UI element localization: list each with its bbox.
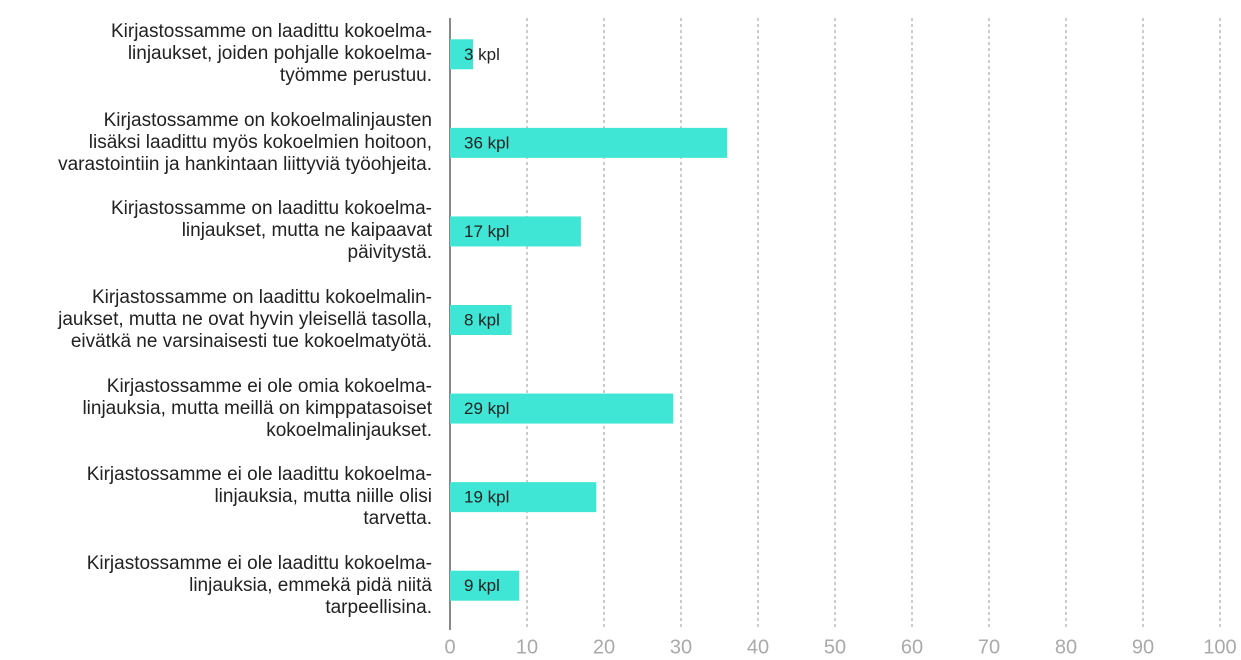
- category-label: Kirjastossamme on laadittu kokoelma- lin…: [110, 198, 432, 264]
- x-tick-label: 0: [444, 636, 455, 658]
- bar: [450, 39, 474, 70]
- x-tick-label: 90: [1132, 636, 1154, 658]
- category-label: Kirjastossamme ei ole laadittu kokoelma-…: [86, 464, 432, 530]
- x-tick-label: 10: [516, 636, 538, 658]
- bar: [450, 127, 728, 158]
- category-label: Kirjastossamme on kokoelmalinjausten lis…: [58, 109, 432, 175]
- value-label: 36 kpl: [464, 133, 509, 152]
- bar: [450, 570, 520, 601]
- value-label: 29 kpl: [464, 399, 509, 418]
- x-tick-label: 30: [670, 636, 692, 658]
- x-tick-label: 40: [747, 636, 769, 658]
- value-label: 8 kpl: [464, 310, 500, 329]
- x-tick-label: 70: [978, 636, 1000, 658]
- category-label: Kirjastossamme on laadittu kokoelmalin- …: [58, 287, 432, 352]
- x-tick-label: 100: [1203, 636, 1236, 658]
- value-label: 19 kpl: [464, 488, 509, 507]
- value-label: 3 kpl: [464, 45, 500, 64]
- x-tick-label: 80: [1055, 636, 1077, 658]
- x-tick-label: 20: [593, 636, 615, 658]
- bar: [450, 482, 597, 513]
- category-label: Kirjastossamme ei ole omia kokoelma- lin…: [82, 375, 432, 441]
- x-tick-label: 50: [824, 636, 846, 658]
- bar: [450, 216, 581, 247]
- x-tick-label: 60: [901, 636, 923, 658]
- category-label: Kirjastossamme ei ole laadittu kokoelma-…: [86, 552, 432, 618]
- category-label: Kirjastossamme on laadittu kokoelma- lin…: [110, 21, 432, 87]
- bar: [450, 305, 512, 335]
- value-label: 9 kpl: [464, 576, 500, 595]
- bar: [450, 393, 674, 424]
- value-label: 17 kpl: [464, 222, 509, 241]
